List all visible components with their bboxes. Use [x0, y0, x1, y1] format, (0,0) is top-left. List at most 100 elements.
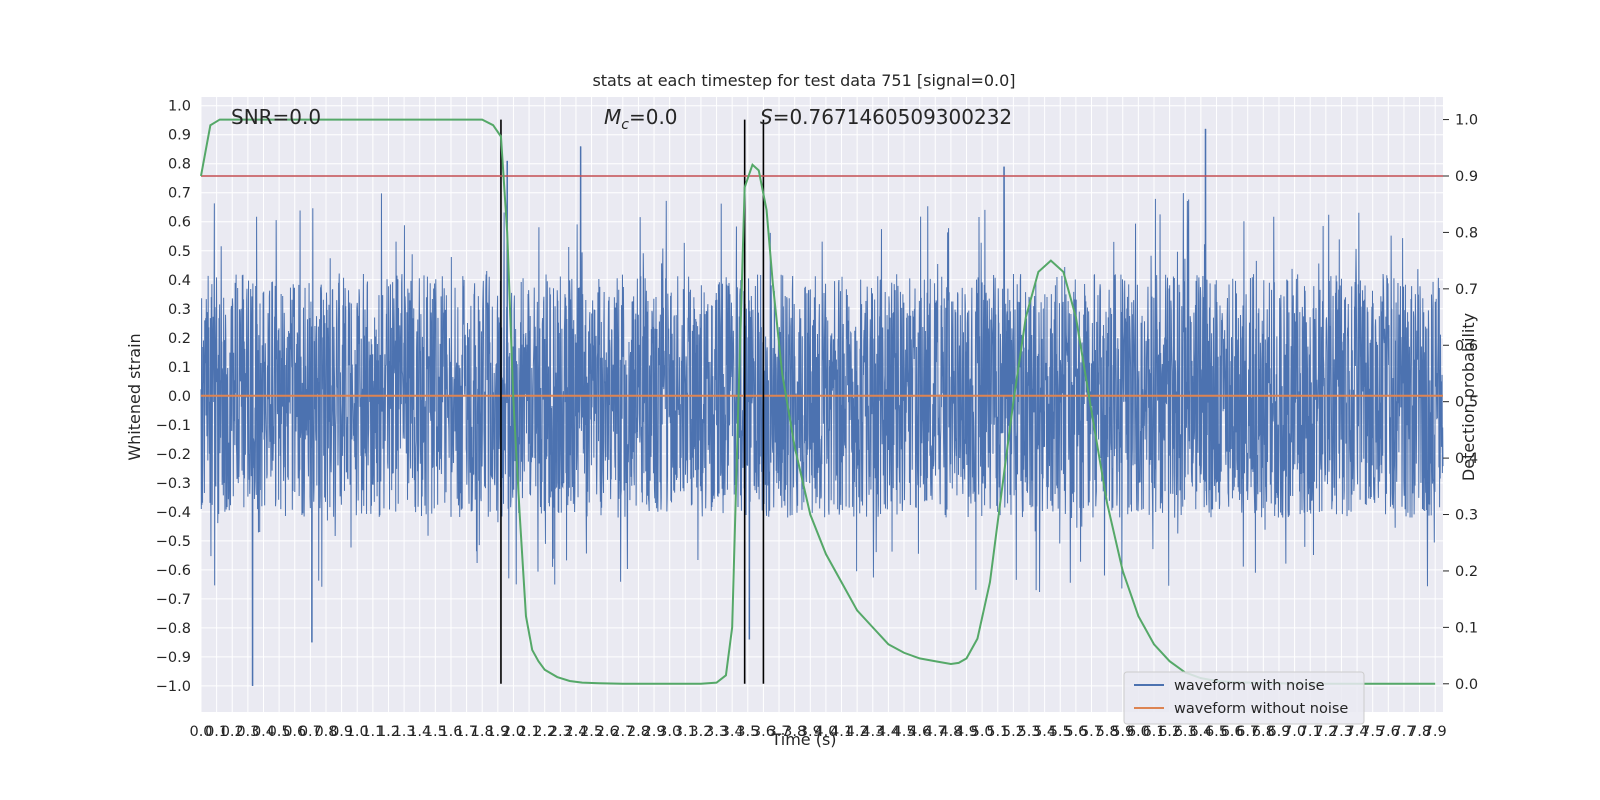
- right-tick-label: 0.1: [1455, 620, 1478, 636]
- score-value: =0.7671460509300232: [773, 105, 1012, 129]
- x-tick-label: 3.8: [783, 724, 806, 740]
- x-tick-label: 2.0: [502, 724, 525, 740]
- x-tick-label: 4.0: [814, 724, 837, 740]
- left-tick-label: 0.7: [168, 186, 191, 202]
- chirp-mass-annotation: Mc=0.0: [604, 105, 678, 133]
- x-tick-label: 5.3: [1017, 724, 1040, 740]
- left-tick-label: 0.0: [168, 389, 191, 405]
- x-tick-label: 0.2: [221, 724, 244, 740]
- x-tick-label: 7.4: [1346, 724, 1369, 740]
- right-tick-label: 0.3: [1455, 508, 1478, 524]
- x-tick-label: 3.1: [674, 724, 697, 740]
- left-tick-label: −0.7: [156, 592, 191, 608]
- left-tick-label: −0.9: [156, 650, 191, 666]
- x-axis-ticks: 0.00.10.20.30.40.50.60.70.80.91.01.11.21…: [189, 724, 1446, 740]
- right-axis-ticks: 0.0 0.1 0.2 0.3 0.4 0.5 0.6 0.7 0.8 0.9 1.0: [1443, 113, 1478, 693]
- left-tick-label: 0.3: [168, 302, 191, 318]
- x-tick-label: 4.3: [861, 724, 884, 740]
- x-tick-label: 7.0: [1283, 724, 1306, 740]
- right-tick-label: 0.7: [1455, 282, 1478, 298]
- x-tick-label: 1.4: [408, 724, 431, 740]
- x-tick-label: 4.1: [830, 724, 853, 740]
- x-tick-label: 3.3: [705, 724, 728, 740]
- chirp-mass-subscript: c: [621, 117, 629, 133]
- left-tick-label: −0.5: [156, 534, 191, 550]
- x-tick-label: 2.9: [643, 724, 666, 740]
- left-tick-label: 0.9: [168, 128, 191, 144]
- x-tick-label: 2.3: [549, 724, 572, 740]
- detection-probability-line: [200, 118, 1436, 685]
- left-tick-label: 0.2: [168, 331, 191, 347]
- left-axis-label: Whitened strain: [125, 333, 144, 460]
- x-tick-label: 1.5: [424, 724, 447, 740]
- x-tick-label: 6.1: [1142, 724, 1165, 740]
- legend: waveform with noise waveform without noi…: [1123, 671, 1365, 725]
- score-symbol: S: [760, 105, 773, 129]
- legend-clean-label: waveform without noise: [1174, 701, 1348, 717]
- x-tick-label: 4.5: [892, 724, 915, 740]
- left-tick-label: 0.4: [168, 273, 191, 289]
- x-tick-label: 7.3: [1330, 724, 1353, 740]
- x-tick-label: 4.6: [908, 724, 931, 740]
- x-tick-label: 2.1: [518, 724, 541, 740]
- x-tick-label: 6.8: [1252, 724, 1275, 740]
- x-tick-label: 3.5: [736, 724, 759, 740]
- x-tick-label: 0.0: [189, 724, 212, 740]
- left-tick-label: 0.5: [168, 244, 191, 260]
- chirp-mass-value: =0.0: [629, 105, 678, 129]
- x-tick-label: 6.4: [1189, 724, 1212, 740]
- chart-title: stats at each timestep for test data 751…: [592, 71, 1015, 90]
- left-axis-ticks: −1.0 −0.9 −0.8 −0.7 −0.6 −0.5 −0.4 −0.3 −0.2 −0.1…: [156, 99, 191, 695]
- left-tick-label: −0.3: [156, 476, 191, 492]
- x-tick-label: 6.9: [1267, 724, 1290, 740]
- chirp-mass-symbol: M: [604, 105, 621, 129]
- x-tick-label: 2.7: [611, 724, 634, 740]
- x-tick-label: 6.5: [1205, 724, 1228, 740]
- left-tick-label: −0.4: [156, 505, 191, 521]
- x-tick-label: 2.2: [533, 724, 556, 740]
- x-tick-label: 7.9: [1424, 724, 1447, 740]
- x-tick-label: 7.2: [1314, 724, 1337, 740]
- x-tick-label: 1.3: [393, 724, 416, 740]
- x-tick-label: 1.0: [346, 724, 369, 740]
- x-tick-label: 2.5: [580, 724, 603, 740]
- x-tick-label: 6.2: [1158, 724, 1181, 740]
- x-tick-label: 4.2: [846, 724, 869, 740]
- x-tick-label: 2.4: [564, 724, 587, 740]
- x-tick-label: 0.4: [252, 724, 275, 740]
- x-tick-label: 1.2: [377, 724, 400, 740]
- right-tick-label: 0.8: [1455, 225, 1478, 241]
- x-tick-label: 7.5: [1361, 724, 1384, 740]
- x-tick-label: 5.4: [1033, 724, 1056, 740]
- x-axis-label: Time (s): [770, 730, 836, 749]
- detection-probability-series: [200, 118, 1436, 685]
- x-tick-label: 3.2: [689, 724, 712, 740]
- x-tick-label: 5.7: [1080, 724, 1103, 740]
- left-tick-label: 0.8: [168, 157, 191, 173]
- right-tick-label: 0.6: [1455, 338, 1478, 354]
- left-tick-label: −0.6: [156, 563, 191, 579]
- x-tick-label: 4.8: [939, 724, 962, 740]
- x-tick-label: 0.8: [314, 724, 337, 740]
- x-tick-label: 7.6: [1377, 724, 1400, 740]
- x-tick-label: 0.3: [236, 724, 259, 740]
- x-tick-label: 3.7: [768, 724, 791, 740]
- x-tick-label: 5.5: [1049, 724, 1072, 740]
- right-tick-label: 1.0: [1455, 113, 1478, 129]
- x-tick-label: 3.6: [752, 724, 775, 740]
- right-tick-label: 0.5: [1455, 395, 1478, 411]
- x-tick-label: 4.7: [924, 724, 947, 740]
- left-tick-label: −0.8: [156, 621, 191, 637]
- x-tick-label: 5.8: [1096, 724, 1119, 740]
- noisy-waveform-series: [200, 128, 1444, 686]
- x-tick-label: 3.0: [658, 724, 681, 740]
- score-annotation: S=0.7671460509300232: [760, 105, 1012, 129]
- x-tick-label: 1.1: [361, 724, 384, 740]
- x-tick-label: 4.9: [955, 724, 978, 740]
- right-tick-label: 0.0: [1455, 677, 1478, 693]
- right-tick-label: 0.9: [1455, 169, 1478, 185]
- x-tick-label: 6.3: [1174, 724, 1197, 740]
- legend-noisy-label: waveform with noise: [1174, 678, 1325, 694]
- x-tick-label: 3.9: [799, 724, 822, 740]
